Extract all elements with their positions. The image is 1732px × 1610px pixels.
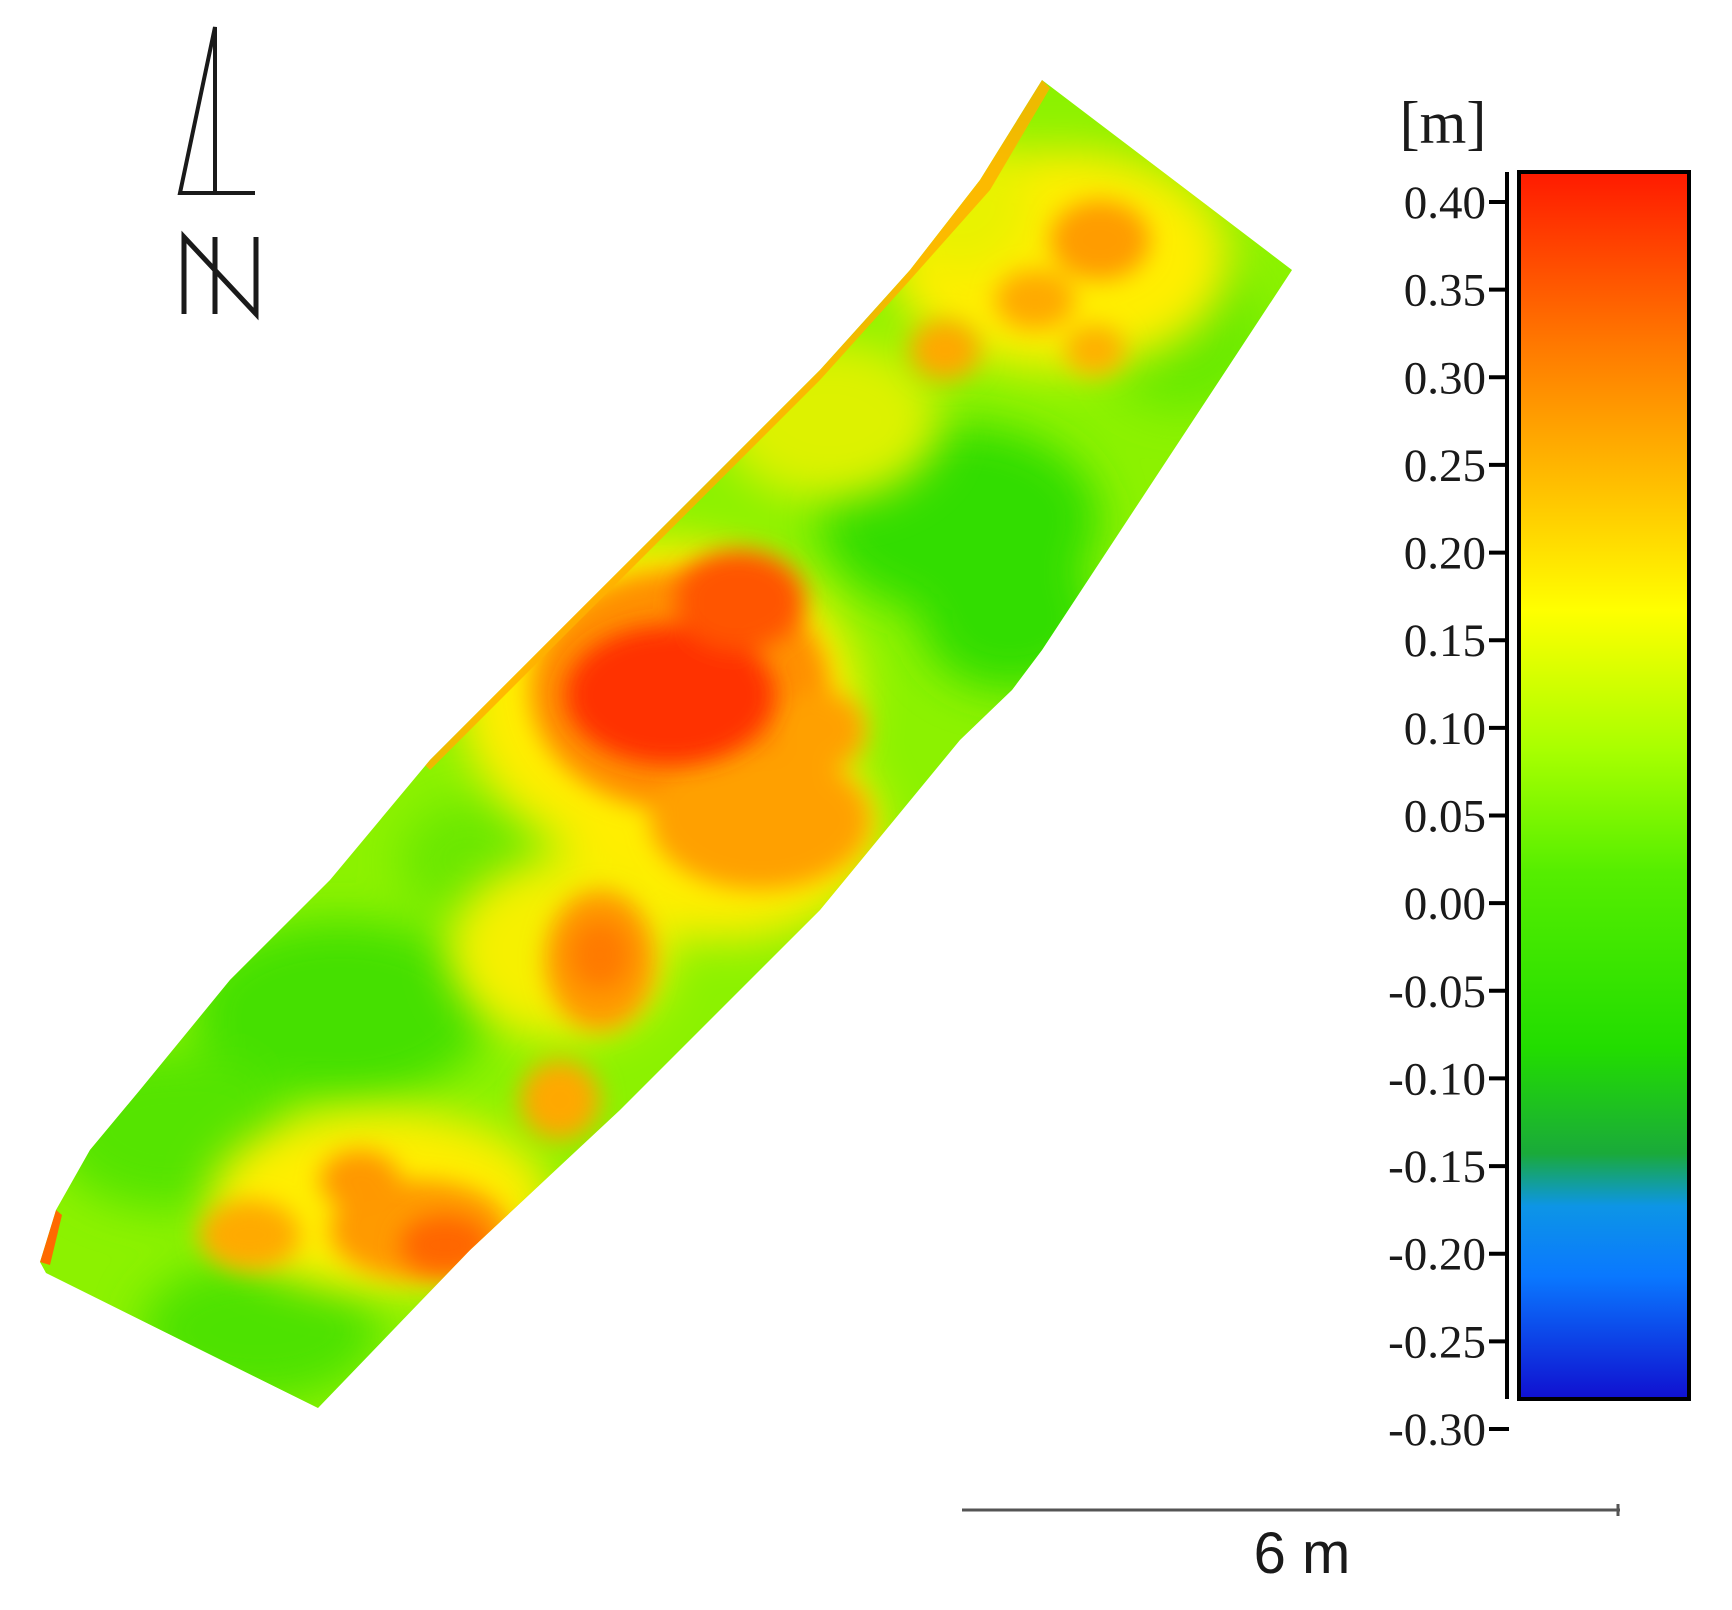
- legend-unit: [m]: [1400, 90, 1487, 156]
- legend-tick-label: -0.10: [1388, 1053, 1486, 1105]
- legend-tick-label: 0.05: [1404, 791, 1486, 843]
- surface-low-zones: [50, 250, 1260, 1400]
- surface-high-zones: [400, 550, 805, 1275]
- legend-tick-label: 0.00: [1404, 878, 1486, 930]
- elevation-surface: [40, 80, 1292, 1408]
- surface-corner-rim: [40, 1210, 62, 1265]
- legend-tick-label: -0.05: [1388, 966, 1486, 1018]
- legend-tick-label: -0.25: [1388, 1316, 1486, 1368]
- scale-bar: 6 m: [962, 1504, 1620, 1586]
- legend-tick-label: -0.15: [1388, 1141, 1486, 1193]
- legend-tick-label: 0.40: [1404, 177, 1486, 229]
- legend-tick-label: 0.35: [1404, 265, 1486, 317]
- legend-tick-label: 0.30: [1404, 352, 1486, 404]
- north-arrow-letter: [181, 230, 259, 321]
- legend-tick-label: 0.25: [1404, 440, 1486, 492]
- color-legend: [m] 0.40 0.35 0.30 0.25 0.20 0.15 0.10 0.05 0.00…: [1388, 90, 1691, 1456]
- north-arrow-icon: [177, 26, 259, 321]
- legend-tick-label: 0.15: [1404, 615, 1486, 667]
- legend-tick-label: 0.20: [1404, 528, 1486, 580]
- legend-tick-label: -0.30: [1388, 1404, 1486, 1456]
- legend-colorbar: [1517, 170, 1691, 1401]
- scale-bar-label: 6 m: [1254, 1521, 1351, 1586]
- legend-tick-label: 0.10: [1404, 703, 1486, 755]
- legend-ticks: 0.40 0.35 0.30 0.25 0.20 0.15 0.10 0.05 0.00 -0.0…: [1388, 177, 1509, 1456]
- legend-tick-label: -0.20: [1388, 1229, 1486, 1281]
